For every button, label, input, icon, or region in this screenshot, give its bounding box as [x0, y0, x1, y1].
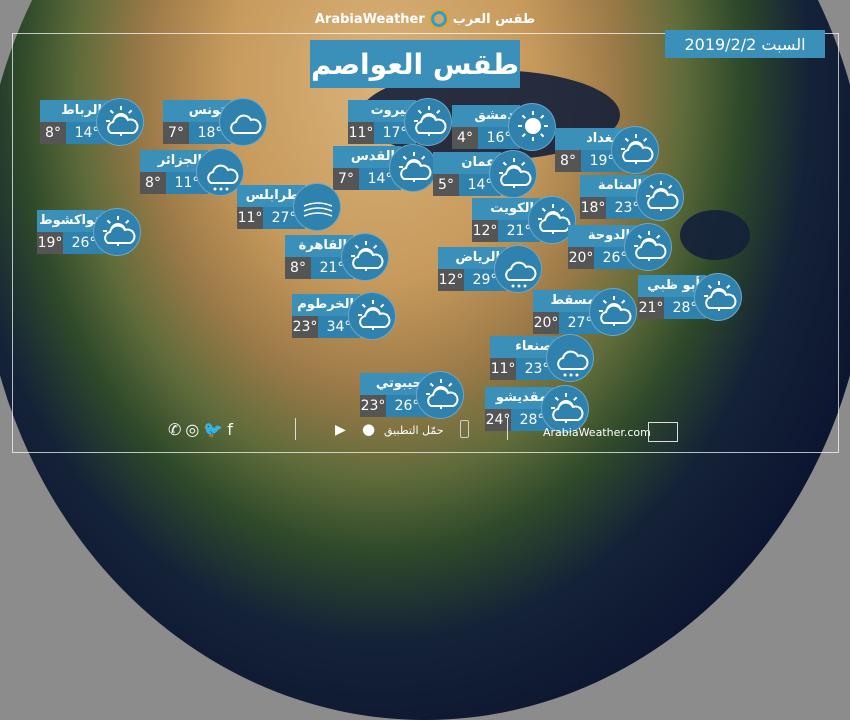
- partly-cloudy-icon: [93, 208, 141, 256]
- partly-cloudy-icon: [404, 98, 452, 146]
- partly-cloudy-icon: [589, 288, 637, 336]
- min-temp: 23°: [292, 316, 318, 338]
- city-name: أبو ظبي: [638, 275, 706, 297]
- city-name: الكويت: [472, 198, 540, 220]
- phone-icon: [460, 420, 469, 438]
- city-label: تونس 7° 18°: [163, 100, 231, 144]
- city-name: دمشق: [452, 105, 520, 127]
- apple-icon[interactable]: ●: [362, 420, 376, 438]
- min-temp: 8°: [555, 150, 581, 172]
- brand-ar: طقس العرب: [452, 11, 536, 27]
- min-temp: 11°: [348, 122, 374, 144]
- partly-cloudy-icon: [416, 371, 464, 419]
- min-temp: 11°: [490, 358, 516, 380]
- partly-cloudy-icon: [341, 233, 389, 281]
- city-name: عمان: [433, 152, 501, 174]
- date-label: السبت 2019/2/2: [665, 30, 825, 58]
- city-label: طرابلس 11° 27°: [237, 185, 305, 229]
- social-icons[interactable]: ✆◎🐦f: [168, 420, 237, 439]
- min-temp: 11°: [237, 207, 263, 229]
- city-label: مسقط 20° 27°: [533, 290, 601, 334]
- city-name: الرباط: [40, 100, 108, 122]
- city-name: بغداد: [555, 128, 623, 150]
- city-name: القاهرة: [285, 235, 353, 257]
- partly-cloudy-icon: [489, 150, 537, 198]
- city-name: جيبوتي: [360, 373, 428, 395]
- rain-wind-icon: [196, 148, 244, 196]
- page-title: طقس العواصم: [310, 40, 520, 88]
- download-app-label[interactable]: حمّل التطبيق: [384, 424, 444, 437]
- partly-cloudy-icon: [348, 292, 396, 340]
- min-temp: 23°: [360, 395, 386, 417]
- city-name: صنعاء: [490, 336, 558, 358]
- partly-cloudy-icon: [541, 385, 589, 433]
- logo-sun-icon: [430, 11, 447, 27]
- min-temp: 20°: [568, 247, 594, 269]
- brand-en: ArabiaWeather: [314, 11, 425, 27]
- min-temp: 7°: [333, 168, 359, 190]
- min-temp: 4°: [452, 127, 478, 149]
- dusty-wind-icon: [293, 183, 341, 231]
- city-label: الرباط 8° 14°: [40, 100, 108, 144]
- city-label: الرياض 12° 29°: [438, 247, 506, 291]
- city-name: الخرطوم: [292, 294, 360, 316]
- brand-logo: ArabiaWeather طقس العرب: [305, 8, 545, 30]
- min-temp: 8°: [285, 257, 311, 279]
- google-play-icon[interactable]: ▶: [335, 422, 346, 438]
- city-label: الجزائر 8° 11°: [140, 150, 208, 194]
- city-name: بيروت: [348, 100, 416, 122]
- divider: [295, 418, 296, 440]
- min-temp: 12°: [472, 220, 498, 242]
- partly-cloudy-icon: [624, 223, 672, 271]
- partly-cloudy-icon: [611, 126, 659, 174]
- city-label: مقديشو 24° 28°: [485, 387, 553, 431]
- city-name: نواكشوط: [37, 210, 105, 232]
- city-name: الدوحة: [568, 225, 636, 247]
- partly-cloudy-icon: [96, 98, 144, 146]
- city-name: المنامة: [580, 175, 648, 197]
- min-temp: 7°: [163, 122, 189, 144]
- divider: [507, 418, 508, 440]
- min-temp: 5°: [433, 174, 459, 196]
- partly-cloudy-icon: [636, 173, 684, 221]
- city-label: صنعاء 11° 23°: [490, 336, 558, 380]
- footer: ✆◎🐦f ▶ ● حمّل التطبيق ArabiaWeather.com: [0, 410, 850, 450]
- min-temp: 19°: [37, 232, 63, 254]
- min-temp: 8°: [40, 122, 66, 144]
- city-name: طرابلس: [237, 185, 305, 207]
- city-name: القدس: [333, 146, 401, 168]
- cloudy-icon: [219, 98, 267, 146]
- persian-gulf: [680, 210, 750, 260]
- partly-cloudy-icon: [389, 144, 437, 192]
- min-temp: 18°: [580, 197, 606, 219]
- min-temp: 8°: [140, 172, 166, 194]
- city-name: الرياض: [438, 247, 506, 269]
- city-name: الجزائر: [140, 150, 208, 172]
- city-name: تونس: [163, 100, 231, 122]
- website-link[interactable]: ArabiaWeather.com: [543, 426, 651, 439]
- city-label: بيروت 11° 17°: [348, 100, 416, 144]
- min-temp: 21°: [638, 297, 664, 319]
- min-temp: 20°: [533, 312, 559, 334]
- min-temp: 12°: [438, 269, 464, 291]
- min-temp: 24°: [485, 409, 511, 431]
- cloudy-night-rain-icon: [494, 245, 542, 293]
- cloudy-rain-icon: [546, 334, 594, 382]
- devices-icon: [648, 422, 678, 442]
- city-name: مقديشو: [485, 387, 553, 409]
- frame: [12, 33, 839, 453]
- city-name: مسقط: [533, 290, 601, 312]
- partly-cloudy-icon: [694, 273, 742, 321]
- sunny-icon: [508, 103, 556, 151]
